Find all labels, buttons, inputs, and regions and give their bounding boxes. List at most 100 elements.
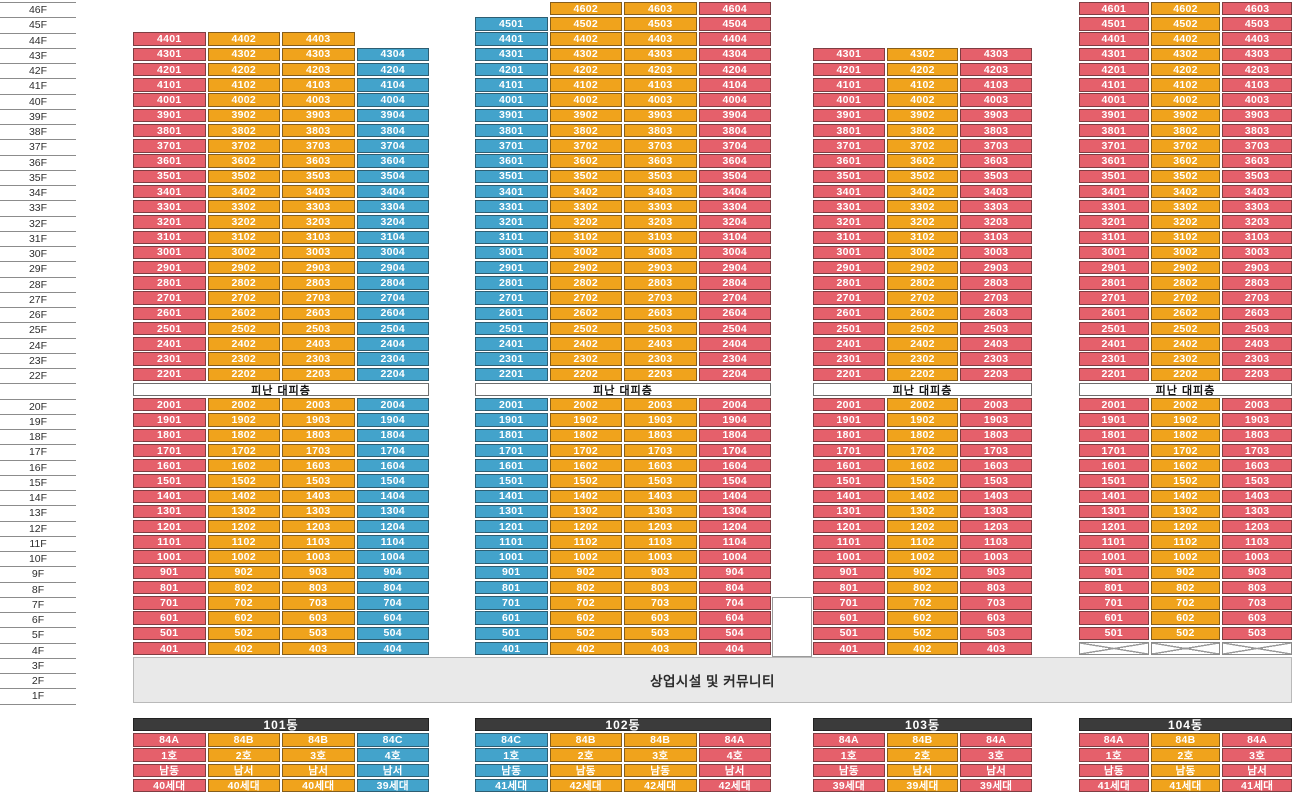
unit-cell[interactable]: 903: [1222, 565, 1292, 580]
unit-cell[interactable]: 3401: [475, 184, 548, 199]
unit-cell[interactable]: 3503: [282, 169, 355, 183]
unit-cell[interactable]: 3702: [207, 139, 280, 153]
unit-cell[interactable]: 3501: [133, 169, 206, 183]
unit-cell[interactable]: 4402: [207, 32, 280, 46]
unit-cell[interactable]: 601: [1079, 611, 1149, 625]
unit-cell[interactable]: 3004: [698, 245, 771, 260]
unit-cell[interactable]: 1802: [1150, 428, 1221, 442]
unit-cell[interactable]: 2901: [813, 260, 885, 275]
unit-cell[interactable]: 2804: [356, 276, 429, 290]
unit-cell[interactable]: 404: [698, 641, 771, 656]
unit-cell[interactable]: 3402: [207, 184, 280, 199]
unit-cell[interactable]: 2904: [698, 260, 771, 275]
unit-cell[interactable]: 4003: [624, 93, 697, 107]
unit-cell[interactable]: 3201: [133, 215, 206, 229]
unit-cell[interactable]: 1602: [549, 459, 622, 473]
unit-cell[interactable]: 803: [624, 580, 697, 595]
unit-cell[interactable]: 2903: [1222, 260, 1292, 275]
unit-cell[interactable]: 2601: [1079, 306, 1149, 321]
unit-cell[interactable]: 2703: [1222, 291, 1292, 305]
unit-cell[interactable]: 1003: [282, 550, 355, 564]
unit-cell[interactable]: 803: [282, 580, 355, 595]
unit-cell[interactable]: 2301: [813, 352, 885, 366]
unit-cell[interactable]: 1103: [1222, 535, 1292, 549]
unit-cell[interactable]: 1601: [813, 459, 885, 473]
unit-cell[interactable]: 4204: [356, 62, 429, 77]
unit-cell[interactable]: 4103: [1222, 78, 1292, 92]
unit-cell[interactable]: 1502: [207, 474, 280, 488]
unit-cell[interactable]: 1801: [475, 428, 548, 442]
unit-cell[interactable]: 3101: [133, 230, 206, 244]
unit-cell[interactable]: 2002: [1150, 398, 1221, 412]
unit-cell[interactable]: 1403: [624, 489, 697, 503]
unit-cell[interactable]: 3901: [813, 108, 885, 123]
unit-cell[interactable]: 3802: [1150, 123, 1221, 138]
unit-cell[interactable]: 3103: [960, 230, 1032, 244]
unit-cell[interactable]: 1701: [813, 443, 885, 458]
unit-cell[interactable]: 1701: [1079, 443, 1149, 458]
unit-cell[interactable]: 1303: [1222, 504, 1292, 519]
unit-cell[interactable]: 3003: [1222, 245, 1292, 260]
unit-cell[interactable]: 3004: [356, 245, 429, 260]
unit-cell[interactable]: 2003: [624, 398, 697, 412]
unit-cell[interactable]: 4603: [1222, 2, 1292, 16]
unit-cell[interactable]: 502: [549, 626, 622, 640]
unit-cell[interactable]: 2202: [1150, 367, 1221, 382]
unit-cell[interactable]: 1404: [356, 489, 429, 503]
unit-cell[interactable]: 501: [133, 626, 206, 640]
unit-cell[interactable]: 801: [133, 580, 206, 595]
unit-cell[interactable]: 3302: [886, 200, 959, 214]
unit-cell[interactable]: 2501: [133, 321, 206, 336]
unit-cell[interactable]: 4301: [475, 47, 548, 62]
unit-cell[interactable]: 4102: [549, 78, 622, 92]
unit-cell[interactable]: 2303: [282, 352, 355, 366]
unit-cell[interactable]: 602: [549, 611, 622, 625]
unit-cell[interactable]: 3401: [133, 184, 206, 199]
unit-cell[interactable]: 3102: [207, 230, 280, 244]
unit-cell[interactable]: 502: [886, 626, 959, 640]
unit-cell[interactable]: 1403: [1222, 489, 1292, 503]
unit-cell[interactable]: 1504: [698, 474, 771, 488]
unit-cell[interactable]: 1802: [207, 428, 280, 442]
unit-cell[interactable]: 1701: [133, 443, 206, 458]
unit-cell[interactable]: 1103: [960, 535, 1032, 549]
unit-cell[interactable]: 3502: [886, 169, 959, 183]
unit-cell[interactable]: 2201: [133, 367, 206, 382]
unit-cell[interactable]: 4201: [475, 62, 548, 77]
unit-cell[interactable]: 3503: [1222, 169, 1292, 183]
unit-cell[interactable]: 1504: [356, 474, 429, 488]
unit-cell[interactable]: 902: [886, 565, 959, 580]
unit-cell[interactable]: 3203: [960, 215, 1032, 229]
unit-cell[interactable]: 2203: [282, 367, 355, 382]
unit-cell[interactable]: 4002: [549, 93, 622, 107]
unit-cell[interactable]: 502: [207, 626, 280, 640]
unit-cell[interactable]: 3703: [282, 139, 355, 153]
unit-cell[interactable]: 3702: [886, 139, 959, 153]
unit-cell[interactable]: 804: [698, 580, 771, 595]
unit-cell[interactable]: 3601: [1079, 154, 1149, 168]
unit-cell[interactable]: 1204: [356, 519, 429, 534]
unit-cell[interactable]: 1702: [549, 443, 622, 458]
unit-cell[interactable]: 1101: [133, 535, 206, 549]
unit-cell[interactable]: 3601: [133, 154, 206, 168]
unit-cell[interactable]: 2703: [624, 291, 697, 305]
unit-cell[interactable]: 2802: [1150, 276, 1221, 290]
unit-cell[interactable]: 4303: [282, 47, 355, 62]
unit-cell[interactable]: 1603: [624, 459, 697, 473]
unit-cell[interactable]: 3002: [207, 245, 280, 260]
unit-cell[interactable]: 1203: [282, 519, 355, 534]
unit-cell[interactable]: 4102: [886, 78, 959, 92]
unit-cell[interactable]: 3204: [698, 215, 771, 229]
unit-cell[interactable]: 4401: [133, 32, 206, 46]
unit-cell[interactable]: 3903: [624, 108, 697, 123]
unit-cell[interactable]: 3902: [886, 108, 959, 123]
unit-cell[interactable]: 3502: [549, 169, 622, 183]
unit-cell[interactable]: 1202: [549, 519, 622, 534]
unit-cell[interactable]: 3603: [624, 154, 697, 168]
unit-cell[interactable]: 3003: [960, 245, 1032, 260]
unit-cell[interactable]: 1201: [475, 519, 548, 534]
unit-cell[interactable]: 4103: [282, 78, 355, 92]
unit-cell[interactable]: 4402: [549, 32, 622, 46]
unit-cell[interactable]: 2002: [549, 398, 622, 412]
unit-cell[interactable]: 3203: [1222, 215, 1292, 229]
